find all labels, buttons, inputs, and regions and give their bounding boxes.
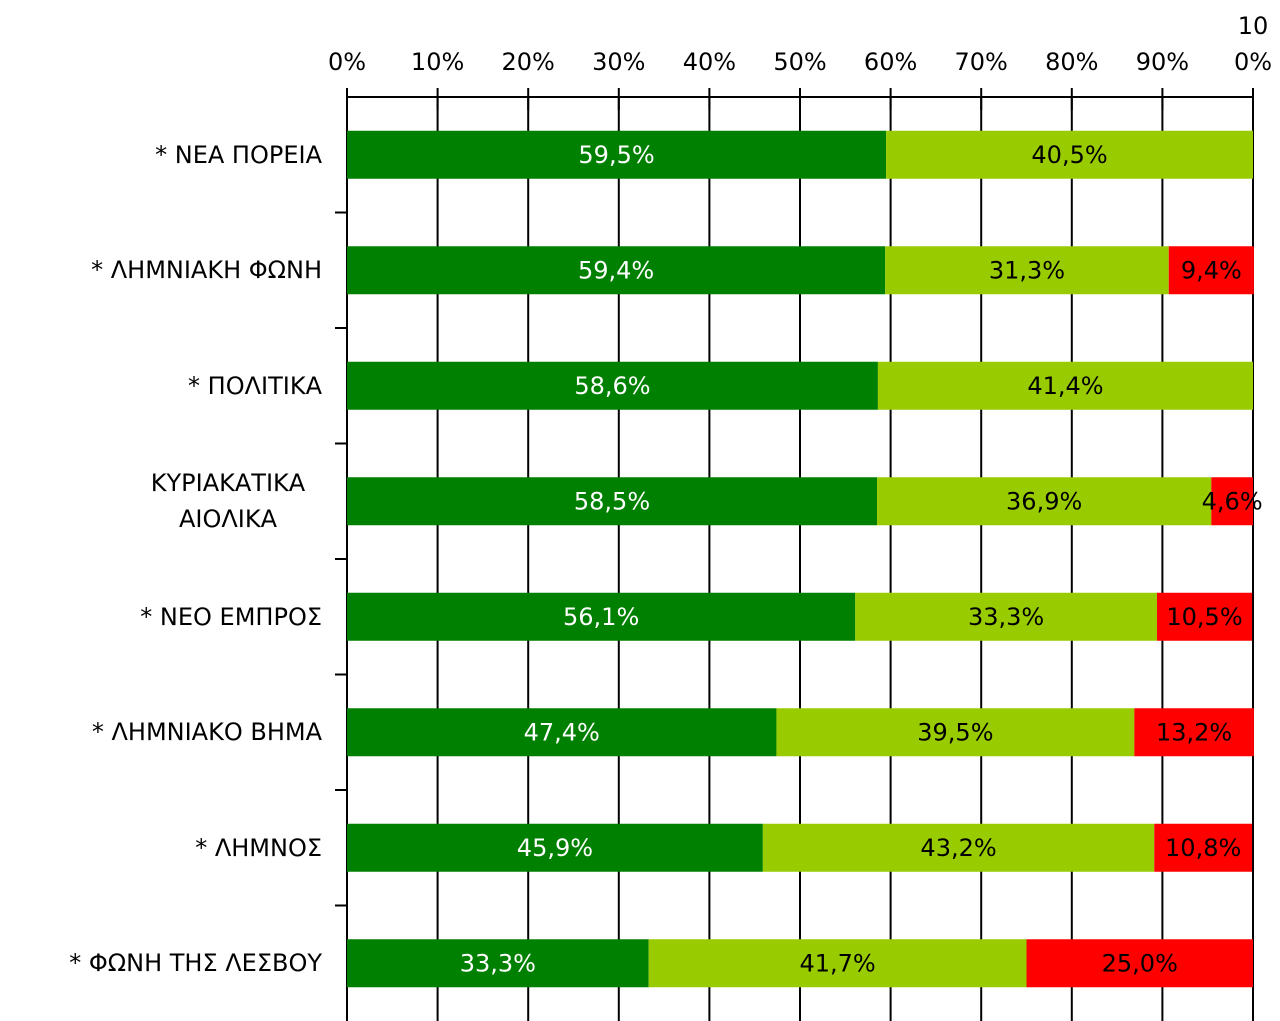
bar-segment	[347, 246, 886, 295]
y-tick-label: * ΦΩΝΗ ΤΗΣ ΛΕΣΒΟΥ	[69, 949, 322, 978]
x-tick-label: 80%	[1045, 48, 1099, 76]
bar-segment	[855, 592, 1157, 641]
value-label: 33,3%	[968, 603, 1044, 631]
x-tick-label: 40%	[682, 48, 737, 76]
value-label: 13,2%	[1156, 718, 1232, 746]
value-label: 33,3%	[460, 949, 536, 977]
y-tick-label: * ΛΗΜΝΙΑΚΗ ΦΩΝΗ	[91, 256, 322, 285]
x-tick-label: 100%	[1233, 12, 1273, 76]
value-label: 40,5%	[1031, 141, 1107, 169]
bar-segment	[347, 823, 763, 872]
bar-segment	[347, 477, 878, 526]
bar-segment	[885, 246, 1169, 295]
bar-segment	[1211, 477, 1253, 526]
y-tick-label: * ΛΗΜΝΙΑΚΟ ΒΗΜΑ	[91, 718, 322, 747]
bar-segment	[776, 708, 1135, 757]
value-label: 9,4%	[1181, 256, 1242, 284]
bar-segment	[877, 477, 1212, 526]
value-label: 47,4%	[524, 718, 600, 746]
y-tick-label: * ΝΕΟ ΕΜΠΡΟΣ	[140, 602, 322, 631]
value-label: 41,7%	[799, 949, 875, 977]
value-label: 10,8%	[1165, 834, 1241, 862]
value-label: 58,6%	[574, 372, 650, 400]
bar-segment	[1134, 708, 1254, 757]
bar-segment	[762, 823, 1155, 872]
value-label: 36,9%	[1006, 487, 1082, 515]
bar-segment	[886, 130, 1253, 179]
x-tick-label: 90%	[1135, 48, 1190, 76]
value-label: 45,9%	[517, 834, 593, 862]
x-tick-label: 60%	[863, 48, 918, 76]
bar-segment	[347, 130, 887, 179]
bar-segment	[1168, 246, 1254, 295]
bar-segment	[1026, 939, 1253, 988]
y-tick-label: * ΠΟΛΙΤΙΚΑ	[188, 371, 322, 400]
bar-segment	[347, 361, 878, 410]
value-label: 41,4%	[1027, 372, 1103, 400]
bar-segment	[877, 361, 1253, 410]
bar-segment	[648, 939, 1027, 988]
x-tick-label: 70%	[954, 48, 1008, 76]
x-tick-label: 50%	[773, 48, 827, 76]
x-tick-label: 30%	[592, 48, 646, 76]
x-tick-label: 10%	[410, 48, 465, 76]
bar-segment	[1154, 823, 1253, 872]
y-tick-label: * ΛΗΜΝΟΣ	[195, 833, 322, 862]
bar-segment	[347, 708, 777, 757]
value-label: 56,1%	[563, 603, 639, 631]
value-label: 25,0%	[1102, 949, 1178, 977]
value-label: 31,3%	[989, 256, 1065, 284]
value-label: 59,5%	[578, 141, 654, 169]
bar-segment	[1156, 592, 1253, 641]
value-label: 58,5%	[574, 487, 650, 515]
value-label: 43,2%	[920, 834, 996, 862]
bar-segment	[347, 592, 856, 641]
value-label: 39,5%	[917, 718, 993, 746]
bar-segment	[347, 939, 649, 988]
x-tick-label: 20%	[501, 48, 555, 76]
y-tick-label: ΚΥΡΙΑΚΑΤΙΚΑ ΑΙΟΛΙΚΑ	[150, 469, 306, 534]
value-label: 10,5%	[1166, 603, 1242, 631]
y-tick-label: * ΝΕΑ ΠΟΡΕΙΑ	[155, 140, 322, 169]
value-label: 59,4%	[578, 256, 654, 284]
x-tick-label: 0%	[327, 48, 367, 76]
value-label: 4,6%	[1202, 487, 1263, 515]
